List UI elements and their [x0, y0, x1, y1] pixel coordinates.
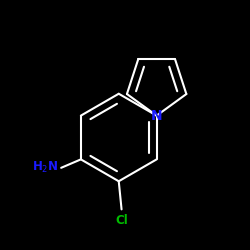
Text: H$_2$N: H$_2$N — [32, 160, 58, 175]
Text: N: N — [151, 108, 162, 122]
Text: Cl: Cl — [115, 214, 128, 227]
